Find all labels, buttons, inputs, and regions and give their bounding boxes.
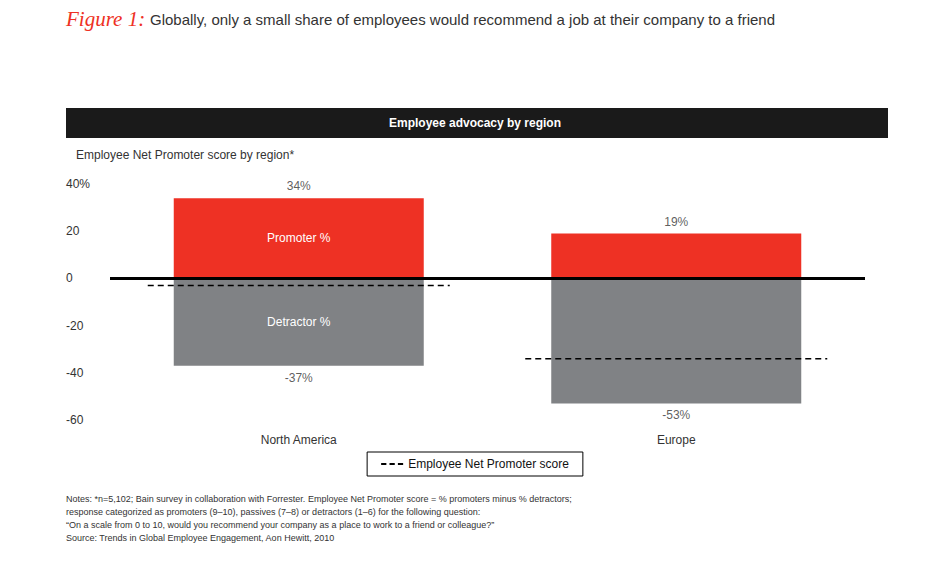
svg-text:response categorized as promot: response categorized as promoters (9–10)… xyxy=(66,507,480,517)
svg-text:Promoter %: Promoter % xyxy=(267,231,331,245)
svg-text:Employee advocacy by region: Employee advocacy by region xyxy=(389,116,561,130)
svg-text:Globally, only a small share o: Globally, only a small share of employee… xyxy=(150,11,775,28)
svg-text:Notes: *n=5,102; Bain survey i: Notes: *n=5,102; Bain survey in collabor… xyxy=(66,494,572,504)
svg-text:North America: North America xyxy=(261,433,337,447)
svg-text:-53%: -53% xyxy=(662,408,690,422)
svg-text:-20: -20 xyxy=(66,319,84,333)
svg-text:-37%: -37% xyxy=(285,371,313,385)
svg-text:20: 20 xyxy=(66,224,80,238)
svg-text:40%: 40% xyxy=(66,177,90,191)
svg-text:Detractor %: Detractor % xyxy=(267,315,331,329)
svg-text:-40: -40 xyxy=(66,366,84,380)
svg-text:Europe: Europe xyxy=(657,433,696,447)
svg-text:Employee Net Promoter score by: Employee Net Promoter score by region* xyxy=(76,148,294,162)
svg-text:34%: 34% xyxy=(287,179,311,193)
svg-text:“On a scale from 0 to 10, woul: “On a scale from 0 to 10, would you reco… xyxy=(66,520,494,530)
svg-text:Figure 1:: Figure 1: xyxy=(65,7,145,31)
svg-text:Employee Net Promoter score: Employee Net Promoter score xyxy=(408,457,569,471)
svg-text:Source: Trends in Global Emplo: Source: Trends in Global Employee Engage… xyxy=(66,533,334,543)
svg-text:0: 0 xyxy=(66,271,73,285)
svg-text:-60: -60 xyxy=(66,413,84,427)
svg-text:19%: 19% xyxy=(664,215,688,229)
